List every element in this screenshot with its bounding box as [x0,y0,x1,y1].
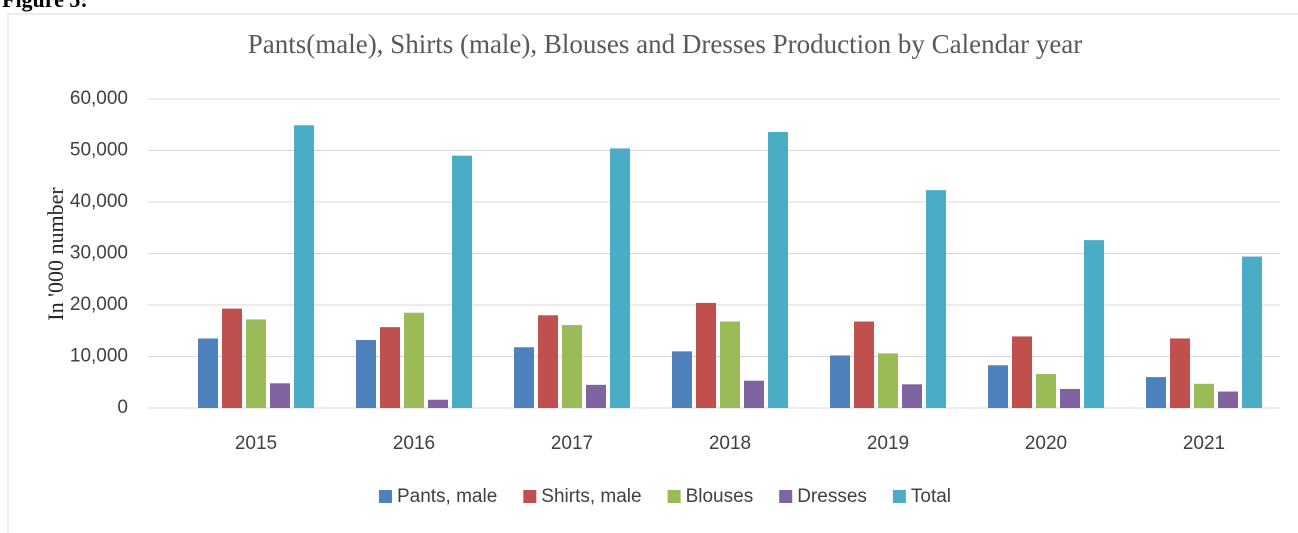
legend-swatch [667,490,681,503]
bar [1084,240,1104,408]
x-tick-label: 2017 [551,433,593,454]
bar [1242,256,1262,408]
bar [356,340,376,408]
y-tick-label: 50,000 [70,140,128,161]
x-tick-label: 2015 [235,433,277,454]
bar [1146,377,1166,408]
bar [610,148,630,408]
bar [428,399,448,408]
x-tick-label: 2021 [1183,433,1225,454]
bar [1194,383,1214,408]
y-tick-label: 20,000 [70,294,128,315]
bar [1012,336,1032,408]
bar [1036,374,1056,408]
bar [744,380,764,408]
legend-swatch [779,490,793,503]
legend-label: Total [911,486,951,507]
x-tick-label: 2020 [1025,433,1067,454]
legend-label: Shirts, male [541,486,641,507]
legend-label: Dresses [797,486,867,507]
legend-label: Pants, male [397,486,497,507]
x-tick-label: 2018 [709,433,751,454]
bar [988,365,1008,408]
bar [1060,388,1080,408]
bar [294,125,314,408]
bar [854,321,874,408]
bar [246,319,266,408]
y-axis-label: In '000 number [43,187,68,321]
bar [380,327,400,408]
x-tick-label: 2019 [867,433,909,454]
legend-swatch [378,490,392,503]
legend-swatch [892,490,906,503]
bar [720,321,740,408]
bar [1170,338,1190,408]
legend-swatch [523,490,537,503]
bar [902,384,922,408]
bar [926,190,946,408]
bar [222,308,242,408]
bar [404,312,424,408]
y-tick-label: 30,000 [70,243,128,264]
chart-title: Pants(male), Shirts (male), Blouses and … [248,29,1083,59]
bar [1218,391,1238,408]
bar [586,384,606,408]
bar [696,302,716,408]
y-tick-label: 40,000 [70,191,128,212]
y-tick-label: 0 [117,397,128,418]
legend-label: Blouses [686,486,754,507]
bar [270,383,290,408]
bar [878,353,898,408]
bar [514,347,534,408]
bar [452,155,472,408]
bar [538,315,558,408]
y-tick-label: 10,000 [70,346,128,367]
bar [672,351,692,408]
bar [198,338,218,408]
x-tick-label: 2016 [393,433,435,454]
figure-label: Figure 5: [2,0,88,12]
bar [562,325,582,408]
bar [768,131,788,408]
bar [830,355,850,408]
y-tick-label: 60,000 [70,88,128,109]
